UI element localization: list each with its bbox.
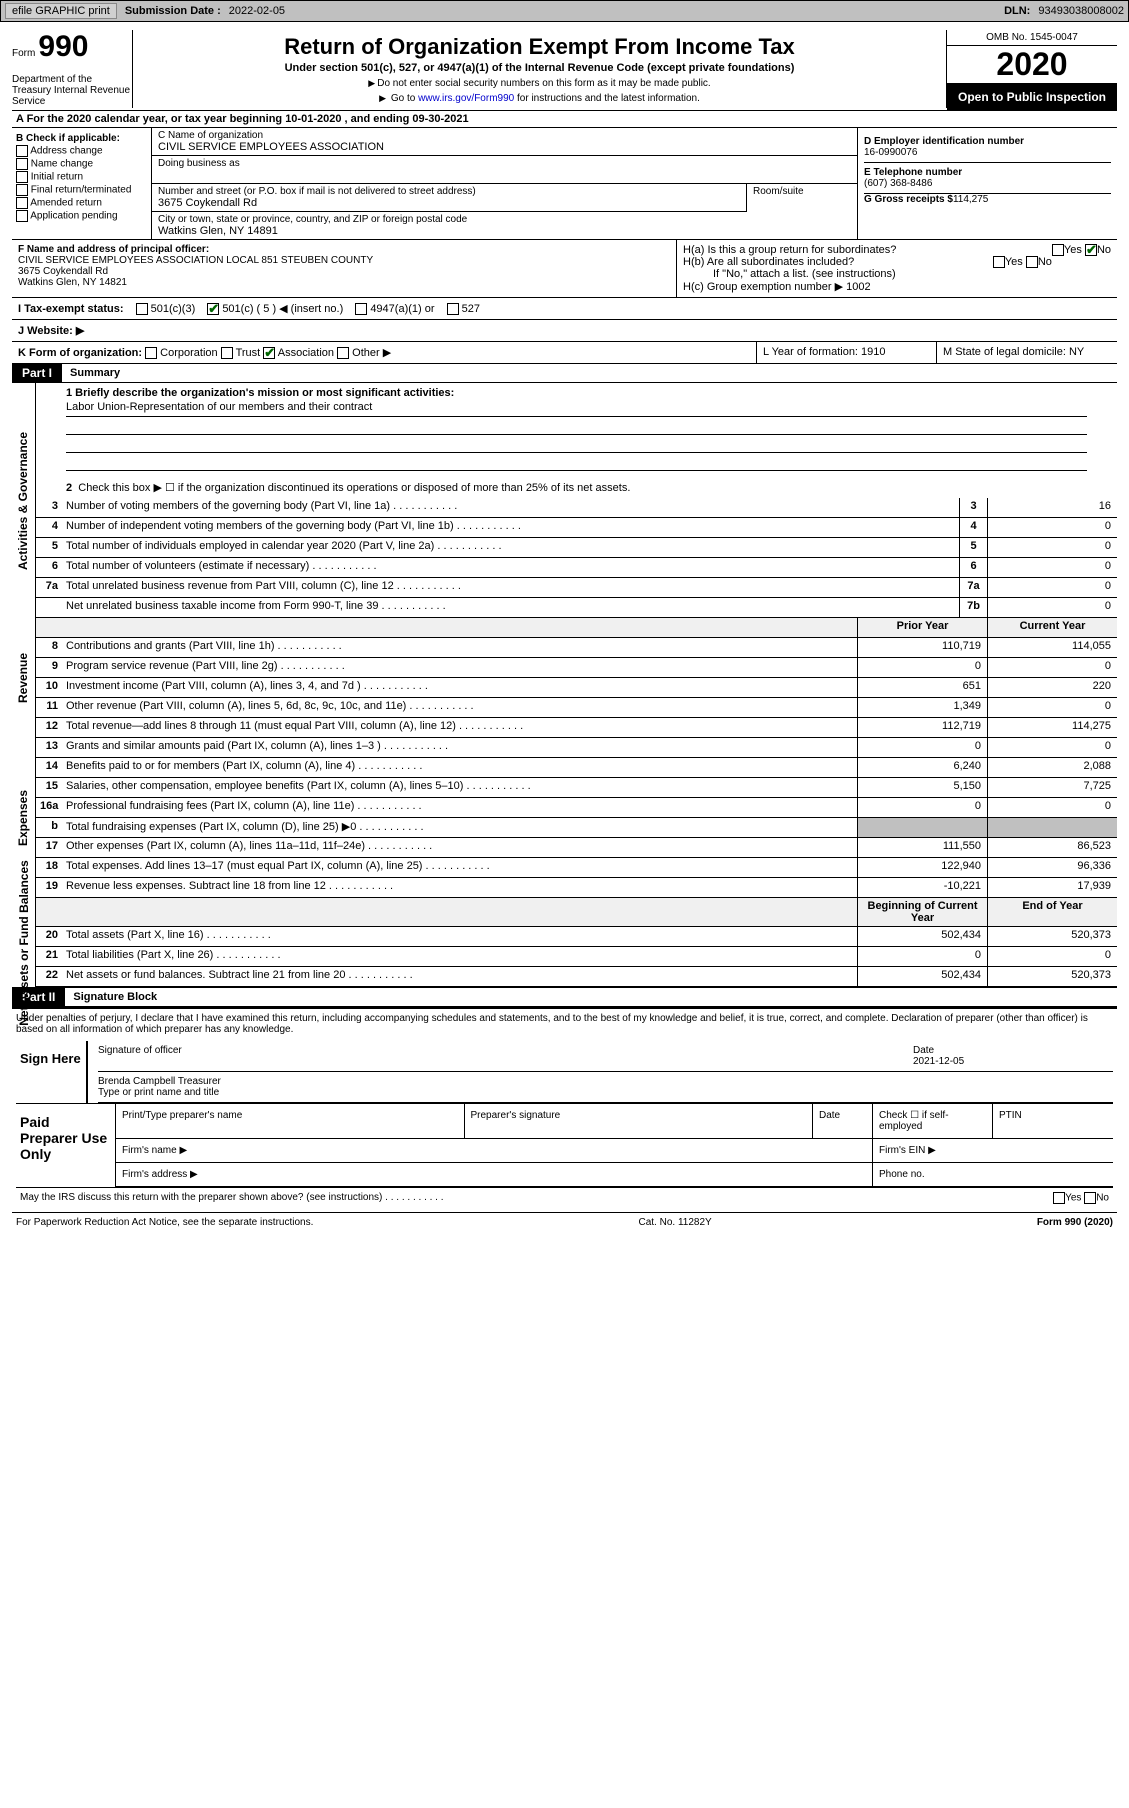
table-row: 16aProfessional fundraising fees (Part I… (36, 798, 1117, 818)
table-row: 12Total revenue—add lines 8 through 11 (… (36, 718, 1117, 738)
table-row: 13Grants and similar amounts paid (Part … (36, 738, 1117, 758)
topbar: efile GRAPHIC print Submission Date : 20… (0, 0, 1129, 22)
instructions-link[interactable]: www.irs.gov/Form990 (418, 93, 514, 104)
table-row: 19Revenue less expenses. Subtract line 1… (36, 878, 1117, 898)
check-501c3[interactable] (136, 303, 148, 315)
form-body: Form 990 Department of the Treasury Inte… (0, 22, 1129, 1240)
officer-name: CIVIL SERVICE EMPLOYEES ASSOCIATION LOCA… (18, 255, 670, 266)
part1-governance: Activities & Governance 1 Briefly descri… (12, 383, 1117, 618)
check-initial[interactable] (16, 171, 28, 183)
check-501c[interactable] (207, 303, 219, 315)
ha-no[interactable] (1085, 244, 1097, 256)
header-grid: B Check if applicable: Address change Na… (12, 128, 1117, 240)
note-ssn: Do not enter social security numbers on … (143, 78, 936, 89)
irs-no[interactable] (1084, 1192, 1096, 1204)
efile-button[interactable]: efile GRAPHIC print (5, 3, 117, 19)
check-527[interactable] (447, 303, 459, 315)
row-k: K Form of organization: Corporation Trus… (12, 342, 1117, 364)
check-pending[interactable] (16, 210, 28, 222)
state-domicile: M State of legal domicile: NY (937, 342, 1117, 363)
signature-section: Under penalties of perjury, I declare th… (12, 1007, 1117, 1212)
part1-header: Part I Summary (12, 364, 1117, 383)
check-name[interactable] (16, 158, 28, 170)
street-address: 3675 Coykendall Rd (158, 197, 740, 209)
hb-yes[interactable] (993, 256, 1005, 268)
section-c: C Name of organizationCIVIL SERVICE EMPL… (152, 128, 857, 239)
page-footer: For Paperwork Reduction Act Notice, see … (12, 1212, 1117, 1232)
submission-label: Submission Date : (125, 5, 221, 17)
sign-date: 2021-12-05 (913, 1056, 964, 1067)
table-row: 3Number of voting members of the governi… (36, 498, 1117, 518)
part1-revenue: Revenue Prior YearCurrent Year 8Contribu… (12, 618, 1117, 738)
table-row: bTotal fundraising expenses (Part IX, co… (36, 818, 1117, 838)
table-row: 9Program service revenue (Part VIII, lin… (36, 658, 1117, 678)
dln-value: 93493038008002 (1038, 5, 1124, 17)
row-a-tax-year: A For the 2020 calendar year, or tax yea… (12, 110, 1117, 128)
table-row: 7aTotal unrelated business revenue from … (36, 578, 1117, 598)
irs-yes[interactable] (1053, 1192, 1065, 1204)
row-i: I Tax-exempt status: 501(c)(3) 501(c) ( … (12, 298, 1117, 320)
table-row: Net unrelated business taxable income fr… (36, 598, 1117, 618)
telephone: (607) 368-8486 (864, 178, 1111, 189)
table-row: 11Other revenue (Part VIII, column (A), … (36, 698, 1117, 718)
tax-year: 2020 (947, 46, 1117, 84)
dln-label: DLN: (1004, 5, 1030, 17)
part1-expenses: Expenses 13Grants and similar amounts pa… (12, 738, 1117, 898)
form-subtitle: Under section 501(c), 527, or 4947(a)(1)… (143, 62, 936, 74)
check-corp[interactable] (145, 347, 157, 359)
table-row: 15Salaries, other compensation, employee… (36, 778, 1117, 798)
table-row: 22Net assets or fund balances. Subtract … (36, 967, 1117, 987)
check-final[interactable] (16, 184, 28, 196)
table-row: 21Total liabilities (Part X, line 26)00 (36, 947, 1117, 967)
form-word: Form (12, 48, 35, 59)
check-address[interactable] (16, 145, 28, 157)
part1-netassets: Net Assets or Fund Balances Beginning of… (12, 898, 1117, 988)
note-link: Go to www.irs.gov/Form990 for instructio… (143, 93, 936, 104)
row-fh: F Name and address of principal officer:… (12, 240, 1117, 298)
table-row: 8Contributions and grants (Part VIII, li… (36, 638, 1117, 658)
public-inspection: Open to Public Inspection (947, 84, 1117, 110)
check-amended[interactable] (16, 197, 28, 209)
group-exemption: 1002 (846, 281, 870, 293)
row-j: J Website: ▶ (12, 320, 1117, 342)
table-row: 4Number of independent voting members of… (36, 518, 1117, 538)
form-title: Return of Organization Exempt From Incom… (143, 34, 936, 60)
check-4947[interactable] (355, 303, 367, 315)
check-assoc[interactable] (263, 347, 275, 359)
hb-no[interactable] (1026, 256, 1038, 268)
table-row: 5Total number of individuals employed in… (36, 538, 1117, 558)
table-row: 14Benefits paid to or for members (Part … (36, 758, 1117, 778)
table-row: 17Other expenses (Part IX, column (A), l… (36, 838, 1117, 858)
part2-header: Part II Signature Block (12, 988, 1117, 1007)
officer-printed: Brenda Campbell Treasurer (98, 1076, 221, 1087)
section-d: D Employer identification number16-09900… (857, 128, 1117, 239)
ein-value: 16-0990076 (864, 147, 1111, 158)
mission-text: Labor Union-Representation of our member… (66, 401, 1087, 417)
form-header: Form 990 Department of the Treasury Inte… (12, 30, 1117, 110)
table-row: 20Total assets (Part X, line 16)502,4345… (36, 927, 1117, 947)
city-state-zip: Watkins Glen, NY 14891 (158, 225, 851, 237)
gross-receipts: 114,275 (953, 194, 988, 205)
check-other[interactable] (337, 347, 349, 359)
ha-yes[interactable] (1052, 244, 1064, 256)
omb-number: OMB No. 1545-0047 (947, 30, 1117, 46)
check-trust[interactable] (221, 347, 233, 359)
org-name: CIVIL SERVICE EMPLOYEES ASSOCIATION (158, 141, 851, 153)
section-b: B Check if applicable: Address change Na… (12, 128, 152, 239)
submission-date: 2022-02-05 (229, 5, 285, 17)
year-formation: L Year of formation: 1910 (757, 342, 937, 363)
table-row: 18Total expenses. Add lines 13–17 (must … (36, 858, 1117, 878)
table-row: 6Total number of volunteers (estimate if… (36, 558, 1117, 578)
department: Department of the Treasury Internal Reve… (12, 74, 132, 107)
table-row: 10Investment income (Part VIII, column (… (36, 678, 1117, 698)
form-number: 990 (38, 30, 88, 63)
